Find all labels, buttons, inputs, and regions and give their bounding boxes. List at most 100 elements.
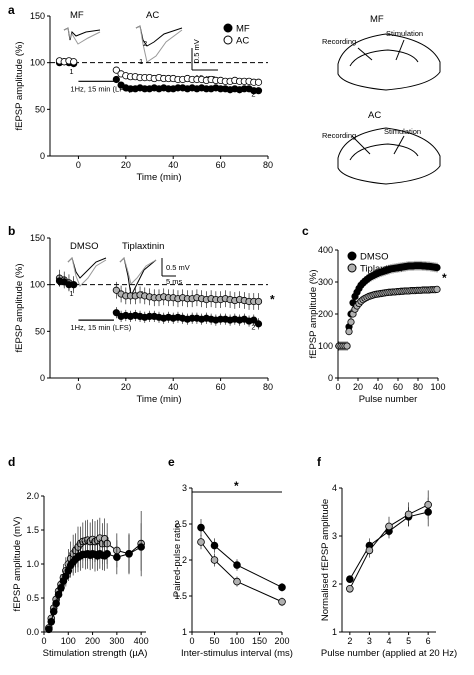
x-tick-label-c: 40 [373,382,383,392]
trace-inset-b: DMSO Tiplaxtinin 1 0.5 mV 5 ms [67,241,190,298]
schematic-ac-stimulation: Stimulation [384,127,421,136]
x-tick-label-e: 200 [274,636,289,646]
x-tick-label-d: 200 [85,636,100,646]
y-tick-label-e: 2.5 [174,519,187,529]
scalebar-v-label-b: 0.5 mV [166,263,190,272]
y-tick-label-f: 3 [332,531,337,541]
x-axis-label-b: Time (min) [136,394,181,405]
x-tick-label-c: 100 [430,382,445,392]
schematic-mf: MF Recording Stimulation [322,14,441,91]
lfs-label-b: 1Hz, 15 min (LFS) [70,323,131,332]
lfs-label-a: 1Hz, 15 min (LFS) [70,84,131,93]
series-line-e [200,541,283,603]
y-tick-label-b: 150 [30,233,45,243]
data-point-f [346,584,354,593]
trace-mark-1a: 2 [143,39,147,48]
trace-dmso-2 [67,257,107,287]
significance-star-b: * [270,292,275,306]
schematic-mf-hippocampus [349,49,419,67]
significance-star-e: * [234,479,239,493]
trace-mf-2 [63,27,101,45]
data-point-b [250,316,258,324]
y-tick-label-c: 200 [318,309,333,319]
x-tick-label-d: 400 [134,636,149,646]
schematic-ac-title: AC [368,110,381,121]
x-tick-label-d: 0 [41,636,46,646]
data-point-e [233,577,241,586]
panel-label-c: c [302,224,309,238]
legend-label-c: Tiplaxtinin [360,264,402,275]
data-point-f [424,500,432,509]
x-tick-label-e: 150 [252,636,267,646]
x-axis-label-e: Inter-stimulus interval (ms) [181,648,293,659]
trace-label-dmso: DMSO [70,241,99,252]
legend-marker-c [347,251,357,261]
x-tick-label-b: 60 [216,382,226,392]
y-tick-label-f: 2 [332,579,337,589]
data-point-e [197,523,205,532]
trace-label-tiplaxtinin: Tiplaxtinin [122,241,164,252]
x-tick-label-c: 0 [335,382,340,392]
x-tick-label-b: 20 [121,382,131,392]
panel-label-e: e [168,455,175,469]
y-tick-label-a: 0 [40,151,45,161]
y-tick-label-c: 0 [328,373,333,383]
data-point-f [404,510,413,519]
data-point-b [70,281,78,289]
y-tick-label-e: 1 [182,627,187,637]
schematic-ac-recording-electrode [351,135,371,155]
data-point-b [112,286,120,294]
y-tick-label-d: 1.5 [26,525,39,535]
chart-a: 0 20 40 60 80 0 50 100 150 Time (min) fEPSP amplit… [14,11,273,183]
y-tick-label-a: 150 [30,11,45,21]
data-point-c [433,263,441,272]
panel-label-a: a [8,3,15,17]
x-tick-label-a: 20 [121,160,131,170]
data-point-c [343,342,351,350]
x-tick-label-a: 80 [263,160,273,170]
y-tick-label-d: 2.0 [26,491,39,501]
trace-ac-2 [135,25,183,63]
y-tick-label-a: 50 [35,104,45,114]
x-tick-label-c: 80 [413,382,423,392]
data-point-e [210,556,219,564]
time-mark-1-a: 1 [69,67,73,76]
chart-b: 0 20 40 60 80 0 50 100 150 Time (min) fEPSP amplit… [14,233,275,405]
schematic-mf-stimulation: Stimulation [386,29,423,38]
y-tick-label-f: 4 [332,483,337,493]
y-tick-label-d: 0.5 [26,593,39,603]
time-mark-2-b: 2 [251,322,255,331]
y-tick-label-c: 300 [318,277,333,287]
data-point-c [347,318,355,326]
trace-inset-a: MF AC 2 1 0.5 mV 10 ms [63,10,218,82]
schematic-ac-hippocampus [349,143,419,161]
data-point-a [112,75,120,84]
panel-label-f: f [317,455,322,469]
x-tick-label-b: 0 [76,382,81,392]
data-point-d [47,617,56,626]
y-tick-label-c: 100 [318,341,333,351]
trace-label-mf: MF [70,10,84,21]
y-tick-label-a: 100 [30,58,45,68]
data-point-d [52,599,60,608]
schematic-mf-recording-electrode [357,47,373,61]
schematic-ac: AC Recording Stimulation [322,110,441,185]
scalebar-t-label-b: 5 ms [166,277,183,286]
data-point-b [254,297,263,306]
chart-c: 0 20 40 60 80 100 0 100 200 300 400 Pulse number fEP… [308,245,447,405]
trace-mark-2a: 1 [139,57,143,66]
data-point-a [112,66,120,74]
y-axis-label-c: fEPSP amplitude (%) [308,269,319,358]
schematic-mf-stim-electrode [395,39,405,61]
schematic-mf-recording: Recording [322,37,356,46]
data-point-a [254,87,263,95]
trace-tip-2 [119,257,157,285]
y-axis-label-d: fEPSP amplitude (mV) [12,517,23,612]
data-point-e [233,561,241,569]
x-tick-label-b: 80 [263,382,273,392]
significance-star-c: * [442,271,447,285]
y-tick-label-c: 400 [318,245,333,255]
data-point-d [49,607,58,616]
